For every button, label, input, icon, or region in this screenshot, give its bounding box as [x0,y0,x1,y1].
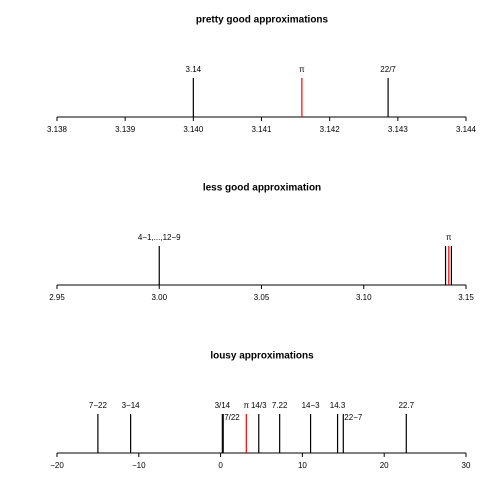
panel-title: pretty good approximations [196,15,329,26]
value-label: 3.14 [186,65,202,74]
x-tick-label: 3.140 [183,125,204,134]
x-tick-label: 3.141 [251,125,272,134]
x-tick-label: 3.15 [458,293,474,302]
value-label: 7−22 [89,401,108,410]
value-label: π [244,401,250,410]
value-label: 4−1,...,12−9 [138,233,181,242]
panel-title: lousy approximations [210,351,314,362]
x-tick-label: 3.142 [320,125,341,134]
value-label: 22/7 [380,65,396,74]
x-tick-label: 0 [218,461,223,470]
x-tick-label: 3.05 [254,293,270,302]
x-tick-label: 30 [462,461,471,470]
value-label: 22.7 [398,401,414,410]
value-label: 14−3 [302,401,321,410]
value-label: 3−14 [122,401,141,410]
x-tick-label: 3.138 [47,125,68,134]
x-tick-label: 3.10 [356,293,372,302]
x-tick-label: 3.143 [388,125,409,134]
x-tick-label: 3.00 [151,293,167,302]
value-label: 14.3 [330,401,346,410]
x-tick-label: 3.144 [456,125,477,134]
value-label: 14/3 [251,401,267,410]
x-tick-label: −20 [50,461,64,470]
value-label: π [446,233,452,242]
value-label: 7.22 [272,401,288,410]
value-label: 3/14 [215,401,231,410]
value-label: 7/22 [224,413,240,422]
value-label: π [299,65,305,74]
x-tick-label: 10 [298,461,307,470]
value-label: 22−7 [344,413,363,422]
x-tick-label: 2.95 [49,293,65,302]
x-tick-label: −10 [132,461,146,470]
panel-title: less good approximation [203,183,321,194]
x-tick-label: 3.139 [115,125,136,134]
x-tick-label: 20 [380,461,389,470]
